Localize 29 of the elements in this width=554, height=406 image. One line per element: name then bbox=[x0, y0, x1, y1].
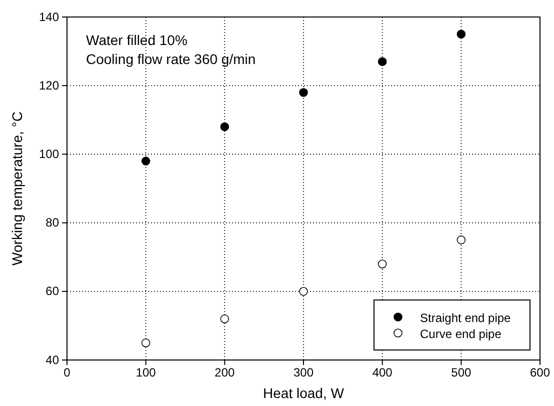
x-tick-label: 0 bbox=[64, 366, 71, 380]
y-tick-label: 40 bbox=[46, 352, 60, 367]
y-tick-label: 60 bbox=[46, 284, 60, 298]
point bbox=[220, 122, 230, 132]
x-tick-label: 200 bbox=[214, 366, 235, 380]
y-tick-label: 100 bbox=[38, 147, 60, 162]
x-tick-label: 500 bbox=[451, 366, 472, 380]
point bbox=[456, 30, 466, 39]
point bbox=[378, 57, 387, 66]
y-axis-title: Working temperature, °C bbox=[9, 112, 25, 266]
y-tick-label: 80 bbox=[46, 216, 60, 230]
point bbox=[220, 314, 230, 324]
annotation: Water filled 10% bbox=[86, 32, 188, 48]
x-tick-label: 100 bbox=[136, 366, 156, 380]
point bbox=[141, 156, 150, 166]
x-tick-label: 300 bbox=[293, 366, 314, 380]
point bbox=[378, 260, 387, 268]
point bbox=[299, 287, 308, 296]
point bbox=[456, 236, 466, 244]
point bbox=[141, 338, 150, 348]
y-tick-label: 140 bbox=[38, 10, 60, 24]
legend-label: Straight end pipe bbox=[420, 311, 512, 325]
x-axis-title: Heat load, W bbox=[263, 385, 345, 401]
point bbox=[299, 88, 308, 97]
legend-label: Curve end pipe bbox=[420, 327, 502, 341]
annotation: Cooling flow rate 360 g/min bbox=[86, 51, 256, 67]
x-tick-label: 400 bbox=[372, 366, 393, 380]
y-tick-label: 120 bbox=[38, 78, 60, 92]
x-tick-label: 600 bbox=[530, 366, 550, 380]
